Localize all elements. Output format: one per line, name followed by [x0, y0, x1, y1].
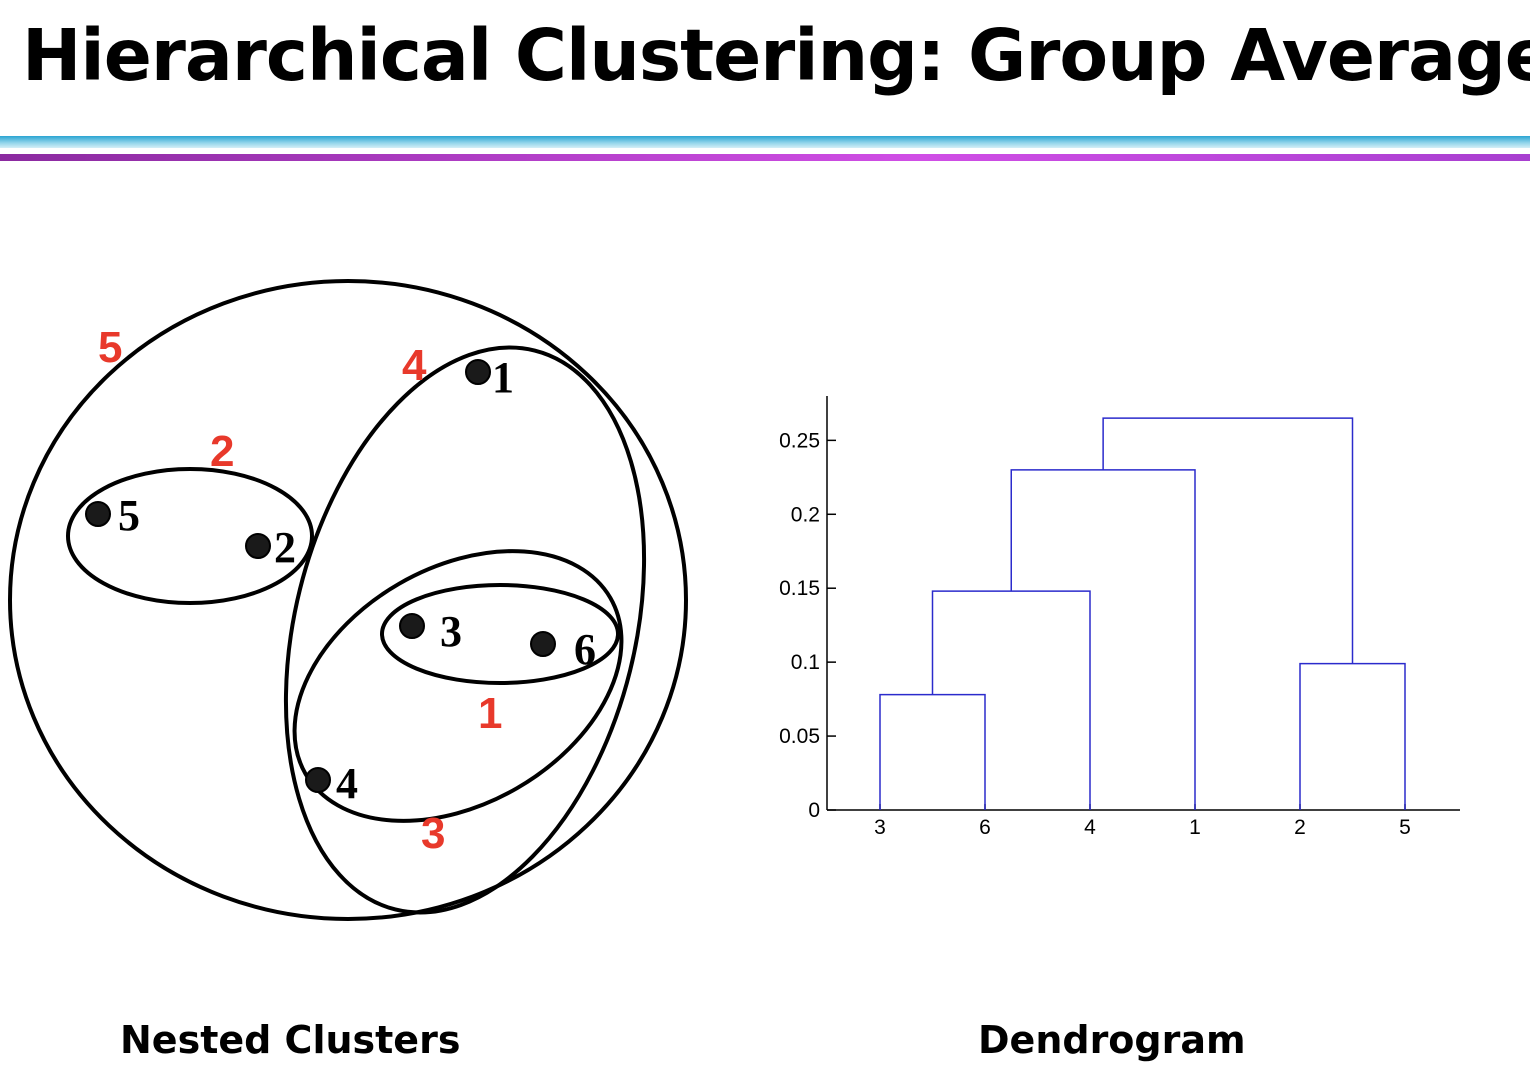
- leaf-label-1: 1: [1189, 816, 1201, 839]
- point-4-label: 4: [336, 759, 358, 808]
- cluster-3-ellipse: [292, 549, 624, 823]
- dendrogram-merge-2: [931, 590, 1091, 810]
- point-4-marker: [305, 767, 331, 793]
- point-5-marker: [85, 501, 111, 527]
- point-6-label: 6: [574, 625, 596, 674]
- leaf-label-3: 3: [874, 816, 886, 839]
- dendrogram-merge-3: [1299, 662, 1406, 810]
- leaf-label-6: 6: [979, 816, 991, 839]
- dendrogram-chart: 0 0.05 0.1 0.15 0.2 0.25 3 6 4 1 2 5: [779, 396, 1460, 839]
- title-underline-magenta: [0, 154, 1530, 161]
- dendrogram-merge-1: [879, 693, 986, 810]
- y-tick-label: 0.1: [791, 651, 820, 674]
- leaf-label-2: 2: [1294, 816, 1306, 839]
- y-tick-label: 0: [808, 799, 820, 822]
- slide-title: Hierarchical Clustering: Group Average: [22, 14, 1530, 97]
- cluster-1-number: 1: [478, 689, 502, 738]
- point-3-label: 3: [440, 607, 462, 656]
- cluster-3-number: 3: [421, 809, 445, 858]
- leaf-label-5: 5: [1399, 816, 1411, 839]
- point-1-label: 1: [492, 353, 514, 402]
- cluster-5-ellipse: [8, 279, 688, 921]
- title-underline-cyan: [0, 136, 1530, 148]
- dendrogram-caption: Dendrogram: [978, 1018, 1246, 1062]
- point-2-label: 2: [274, 523, 296, 572]
- dendrogram-merge-4: [1010, 469, 1196, 810]
- y-tick-label: 0.15: [779, 577, 820, 600]
- cluster-2-ellipse: [66, 467, 314, 605]
- nested-clusters-diagram: 1 2 3 4 5 6 1 2 3 4 5: [8, 279, 688, 921]
- point-3-marker: [399, 613, 425, 639]
- cluster-5-number: 5: [98, 323, 122, 372]
- dendrogram-merge-5: [1102, 417, 1354, 664]
- cluster-1-ellipse: [380, 583, 620, 685]
- dendrogram-links: [879, 417, 1406, 810]
- dendrogram-ticks: 0 0.05 0.1 0.15 0.2 0.25 3 6 4 1 2 5: [779, 429, 1411, 839]
- nested-clusters-caption: Nested Clusters: [120, 1018, 461, 1062]
- point-6-marker: [530, 631, 556, 657]
- y-tick-label: 0.2: [791, 503, 820, 526]
- cluster-2-number: 2: [210, 427, 234, 476]
- y-tick-label: 0.25: [779, 429, 820, 452]
- point-2-marker: [245, 533, 271, 559]
- y-tick-label: 0.05: [779, 725, 820, 748]
- cluster-4-number: 4: [402, 341, 427, 390]
- point-1-marker: [465, 359, 491, 385]
- point-5-label: 5: [118, 491, 140, 540]
- leaf-label-4: 4: [1084, 816, 1096, 839]
- cluster-4-ellipse: [283, 345, 647, 915]
